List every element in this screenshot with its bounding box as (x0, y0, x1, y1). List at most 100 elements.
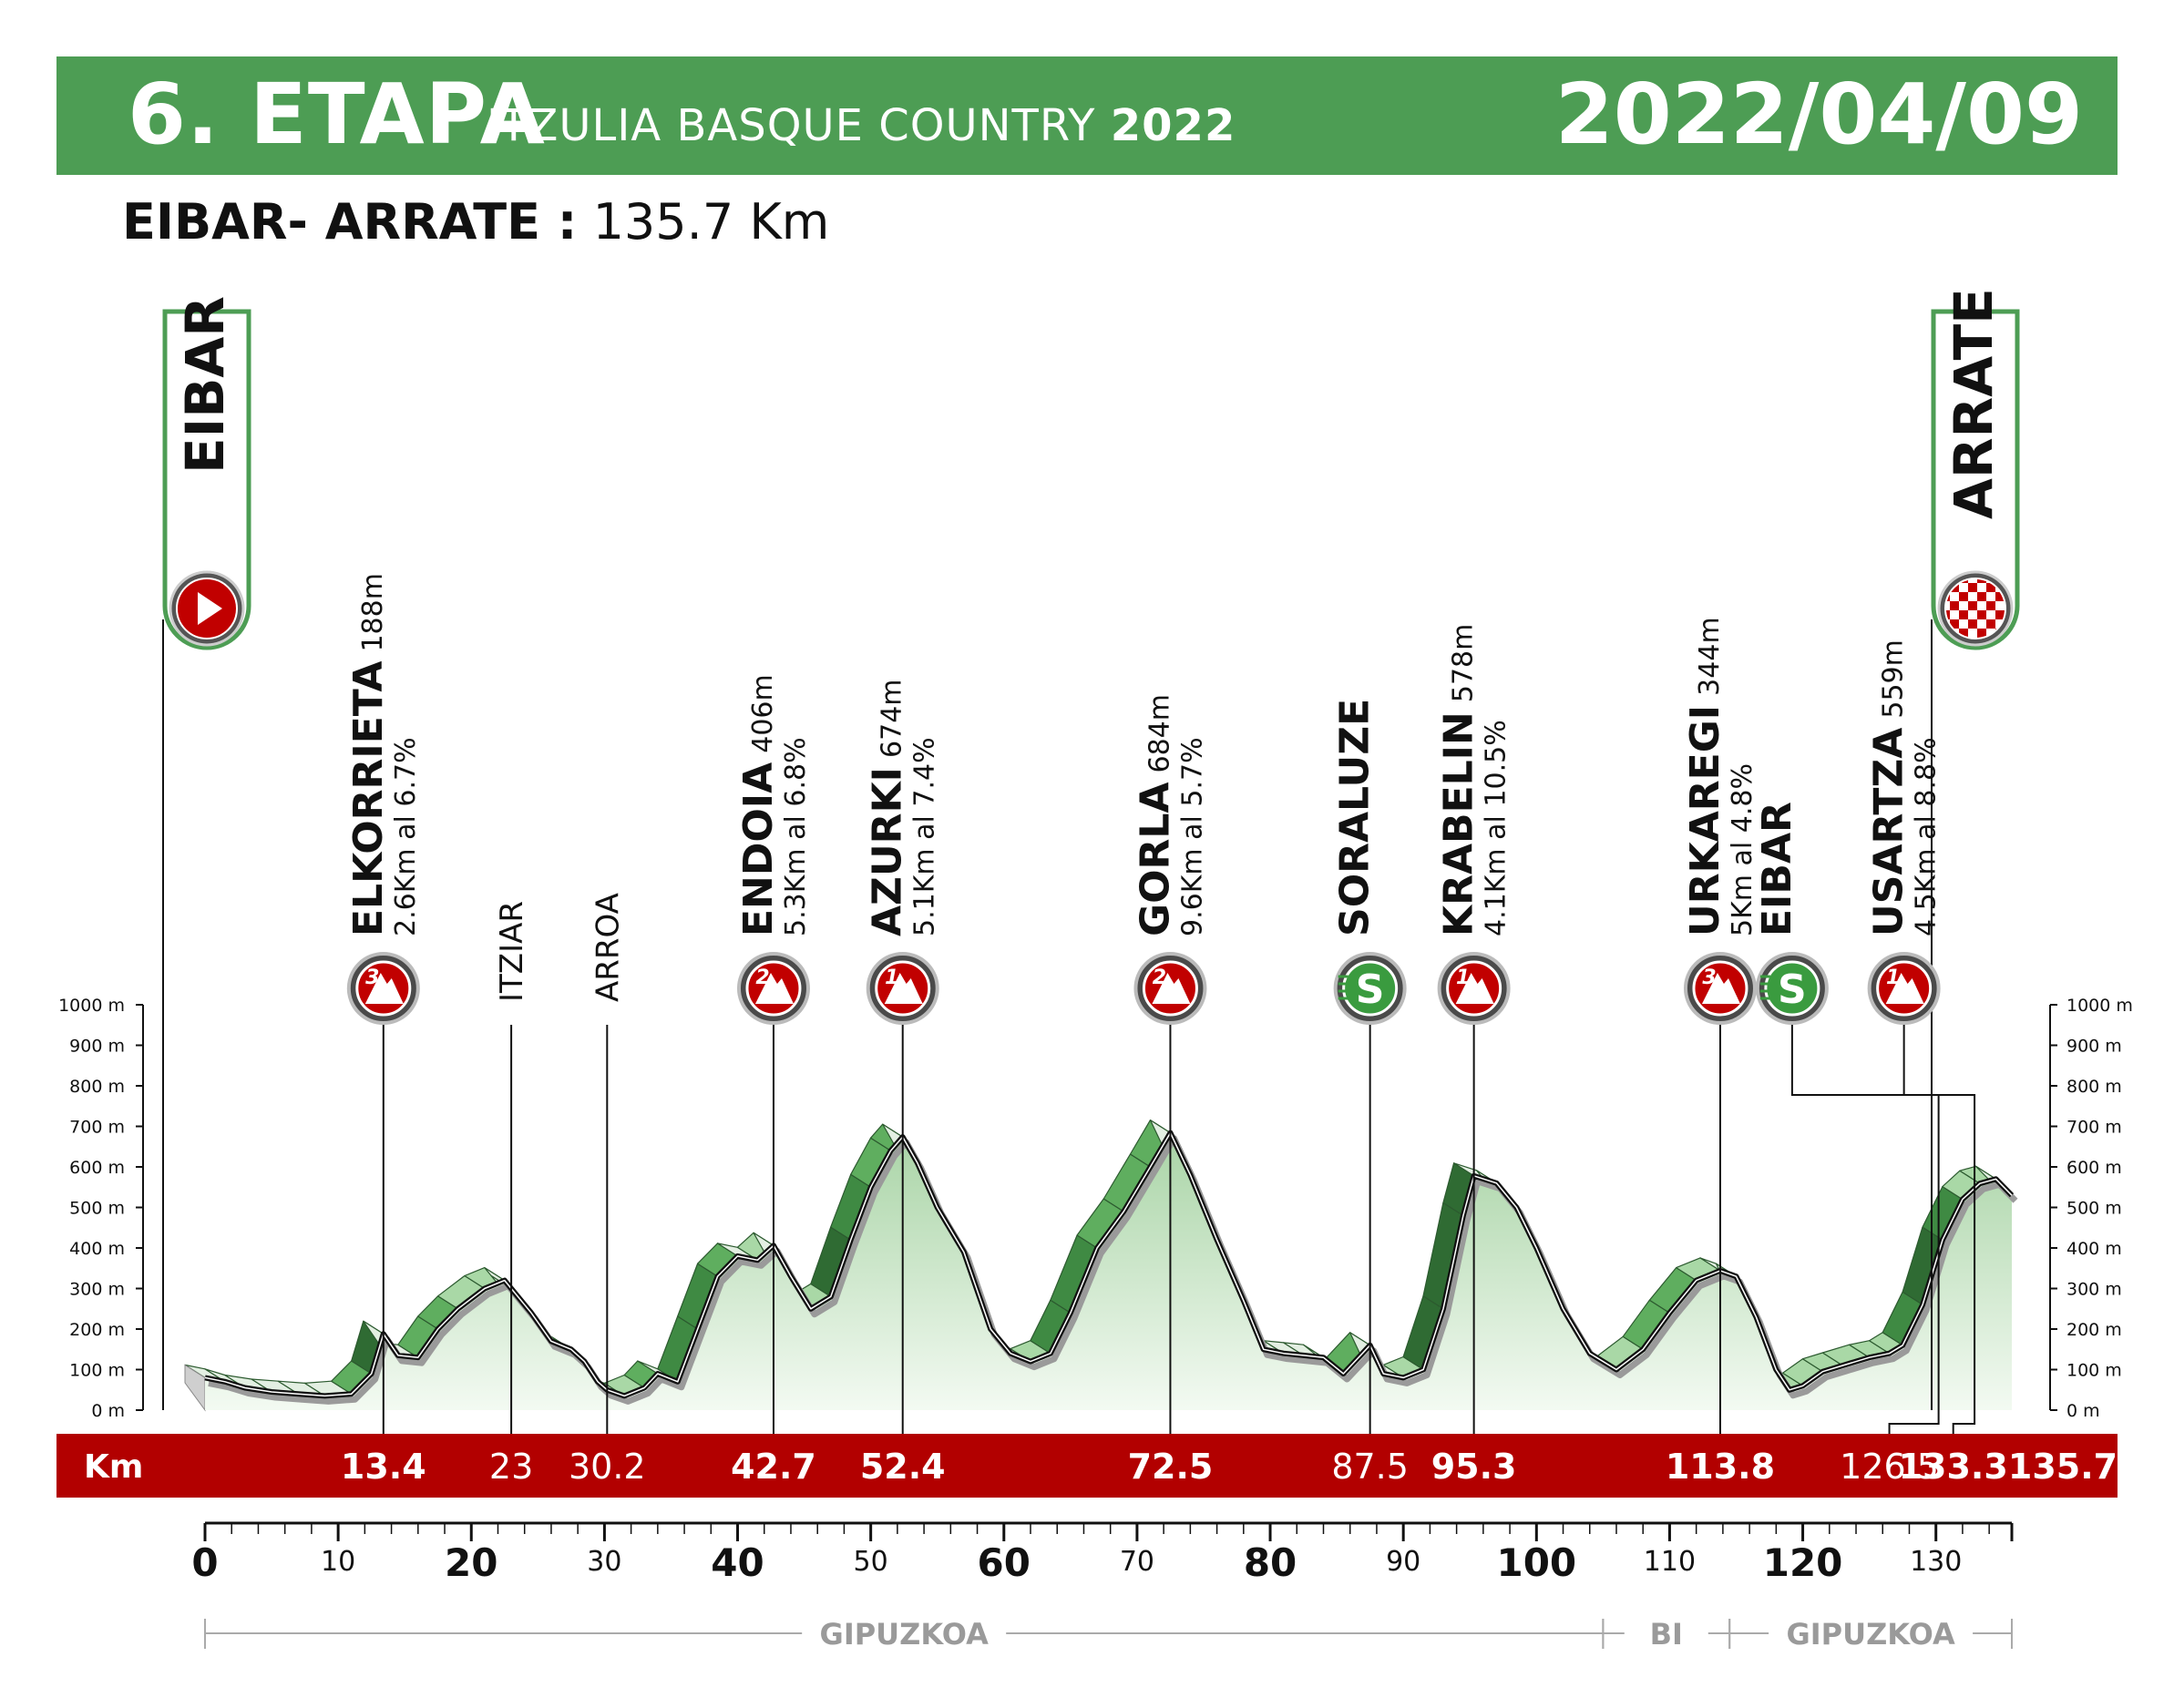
x-tick-label-minor: 90 (1386, 1546, 1420, 1578)
point-name: ENDOIA (735, 762, 782, 936)
point-name: SORALUZE (1332, 699, 1379, 936)
mountain-icon-peak (1885, 973, 1924, 1004)
point-name: EIBAR (1754, 802, 1800, 936)
start-flag: EIBAR (162, 296, 251, 1410)
km-bar-label: Km (84, 1448, 143, 1486)
y-tick-label-left: 0 m (91, 1401, 125, 1421)
x-tick-label-major: 60 (978, 1540, 1031, 1585)
region-label: GIPUZKOA (1786, 1617, 1955, 1652)
y-tick-label-right: 200 m (2066, 1320, 2122, 1340)
climb-category: 3 (365, 967, 379, 989)
km-value: 113.8 (1666, 1447, 1775, 1487)
y-tick-label-left: 300 m (69, 1280, 125, 1300)
y-tick-label-left: 100 m (69, 1361, 125, 1381)
point-elevation: 559m (1878, 639, 1910, 718)
y-tick-label-left: 500 m (69, 1199, 125, 1219)
region-label: GIPUZKOA (820, 1617, 990, 1652)
x-tick-label-minor: 50 (854, 1546, 888, 1578)
point-climb-detail: 4.5Km al 8.8% (1911, 737, 1943, 936)
climb-category: 2 (755, 967, 769, 989)
km-value: 95.3 (1431, 1447, 1517, 1487)
point-marker-urkaregi: 3 URKAREGI 344m 5Km al 4.8% (1682, 617, 1759, 1439)
climb-category: 1 (885, 967, 898, 989)
y-tick-label-right: 0 m (2066, 1401, 2100, 1421)
x-tick-label-major: 0 (191, 1540, 218, 1585)
point-name: GORLA (1132, 782, 1178, 937)
region-label: BI (1650, 1617, 1683, 1652)
stage-number: 6. ETAPA (128, 66, 546, 163)
race-year: 2022 (1110, 100, 1236, 151)
point-label: GORLA 684m (1132, 694, 1178, 936)
km-value: 72.5 (1128, 1447, 1214, 1487)
y-tick-label-right: 900 m (2066, 1037, 2122, 1057)
x-tick-label-minor: 30 (587, 1546, 621, 1578)
route-distance: 135.7 Km (592, 193, 830, 251)
x-tick-label-minor: 70 (1120, 1546, 1154, 1578)
x-tick-label-major: 120 (1763, 1540, 1843, 1585)
y-tick-label-left: 400 m (69, 1239, 125, 1259)
y-tick-label-right: 100 m (2066, 1361, 2122, 1381)
x-tick-label-major: 100 (1496, 1540, 1576, 1585)
point-name: AZURKI (865, 767, 911, 936)
km-value: 126.5 (1840, 1447, 1939, 1487)
point-climb-detail: 5Km al 4.8% (1727, 763, 1759, 936)
header-bar: 6. ETAPA ITZULIA BASQUE COUNTRY 2022 202… (56, 56, 2118, 175)
point-elevation: 578m (1448, 624, 1480, 702)
km-value: 23 (489, 1447, 533, 1487)
point-marker-elkorrieta: 3 ELKORRIETA 188m 2.6Km al 6.7% (345, 573, 422, 1439)
x-tick-label-major: 20 (445, 1540, 497, 1585)
point-label: ELKORRIETA 188m (345, 573, 392, 936)
y-tick-label-left: 700 m (69, 1118, 125, 1138)
km-value: 42.7 (731, 1447, 816, 1487)
start-flag-panel (162, 309, 251, 650)
race-name: ITZULIA BASQUE COUNTRY 2022 (487, 100, 1236, 151)
point-climb-detail: 5.3Km al 6.8% (780, 737, 812, 936)
route-name: EIBAR- ARRATE : (122, 193, 578, 251)
mountain-icon-peak (364, 973, 404, 1004)
y-tick-label-left: 1000 m (58, 996, 125, 1016)
climb-category: 1 (1456, 967, 1470, 989)
point-climb-detail: 9.6Km al 5.7% (1176, 737, 1208, 936)
route-title: EIBAR- ARRATE : 135.7 Km (122, 193, 829, 251)
mountain-icon-peak (1455, 973, 1494, 1004)
finish-flag-panel (1931, 309, 2020, 650)
point-label: USARTZA 559m (1866, 639, 1913, 936)
start-flag-label: EIBAR (174, 296, 236, 474)
y-tick-label-right: 500 m (2066, 1199, 2122, 1219)
y-tick-label-right: 400 m (2066, 1239, 2122, 1259)
mountain-icon-peak (884, 973, 923, 1004)
sprint-icon (1764, 960, 1820, 1017)
sprint-icon-letter: S (1356, 967, 1385, 1013)
y-tick-label-right: 600 m (2066, 1158, 2122, 1178)
y-tick-label-right: 300 m (2066, 1280, 2122, 1300)
point-marker-itziar: ITZIAR (494, 901, 530, 1439)
y-tick-label-left: 900 m (69, 1037, 125, 1057)
climb-category: 2 (1153, 967, 1166, 989)
km-value: 52.4 (860, 1447, 946, 1487)
km-value: 133.3 (1899, 1447, 2008, 1487)
play-icon (198, 592, 222, 625)
x-tick-label-minor: 10 (321, 1546, 355, 1578)
km-value: 30.2 (569, 1447, 646, 1487)
point-label: URKAREGI 344m (1682, 617, 1728, 936)
point-climb-detail: 4.1Km al 10.5% (1481, 720, 1513, 936)
point-name: USARTZA (1866, 728, 1913, 936)
point-label: EIBAR (1754, 802, 1800, 936)
point-name: ARROA (590, 893, 626, 1002)
x-tick-label-major: 80 (1244, 1540, 1297, 1585)
point-label: AZURKI 674m (865, 679, 911, 936)
mountain-icon-peak (1152, 973, 1191, 1004)
mountain-icon-peak (1701, 973, 1740, 1004)
point-climb-detail: 5.1Km al 7.4% (909, 737, 941, 936)
km-bar (56, 1434, 2118, 1498)
x-tick-label-minor: 110 (1644, 1546, 1696, 1578)
y-tick-label-left: 600 m (69, 1158, 125, 1178)
race-name-text: ITZULIA BASQUE COUNTRY (487, 100, 1096, 151)
x-tick-label-major: 40 (711, 1540, 764, 1585)
y-tick-label-right: 700 m (2066, 1118, 2122, 1138)
point-label: KRABELIN 578m (1436, 624, 1482, 936)
